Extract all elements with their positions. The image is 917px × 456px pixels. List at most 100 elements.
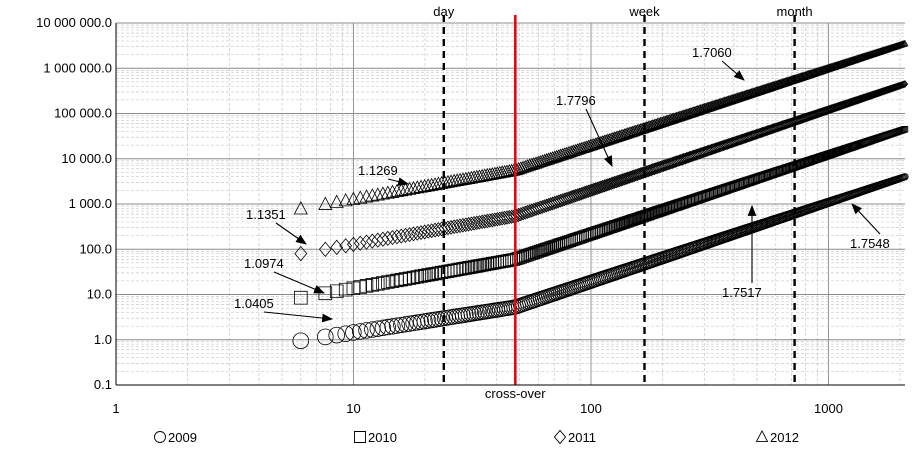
marker-triangle	[576, 141, 590, 154]
annotation-1-0405: 1.0405	[234, 296, 274, 311]
marker-diamond	[582, 184, 595, 198]
marker-triangle	[558, 147, 571, 160]
marker-square	[512, 251, 525, 265]
y-tick-label: 10.0	[87, 287, 112, 302]
marker-triangle	[488, 166, 502, 180]
axes	[115, 23, 905, 386]
marker-square	[653, 205, 665, 217]
marker-triangle	[527, 157, 541, 170]
marker-square	[703, 189, 714, 200]
marker-square	[647, 207, 659, 219]
marker-square	[736, 178, 747, 189]
marker-square	[493, 255, 507, 269]
marker-square	[710, 187, 721, 198]
marker-diamond	[597, 179, 609, 194]
marker-square	[538, 243, 551, 256]
marker-triangle	[901, 39, 909, 47]
marker-square	[525, 247, 538, 260]
marker-square	[715, 185, 726, 196]
marker-diamond	[588, 182, 600, 197]
annotation-arrow	[387, 177, 410, 186]
marker-square	[615, 218, 627, 230]
marker-square	[727, 181, 738, 192]
annotation-1-7517: 1.7517	[722, 285, 762, 300]
marker-triangle	[447, 173, 461, 187]
marker-square	[645, 208, 657, 220]
marker-triangle	[535, 154, 549, 167]
reference-lines: day cross-over week month	[433, 4, 812, 401]
marker-square	[680, 197, 691, 208]
marker-square	[656, 204, 668, 216]
marker-square	[521, 249, 534, 262]
annotation-arrow	[851, 203, 881, 235]
marker-diamond	[627, 169, 638, 183]
marker-diamond	[901, 80, 909, 88]
marker-circle	[384, 318, 401, 335]
x-tick-label: 1000	[814, 401, 843, 416]
marker-square	[450, 263, 464, 277]
marker-diamond	[478, 214, 491, 229]
marker-triangle	[550, 149, 563, 162]
marker-square	[622, 216, 634, 228]
refline-label: cross-over	[485, 386, 546, 401]
annotation-arrow	[275, 222, 307, 245]
marker-square	[707, 188, 718, 199]
marker-diamond	[878, 87, 886, 96]
marker-square	[743, 176, 753, 187]
marker-diamond	[595, 180, 607, 194]
annotations: 1.0405 1.0974 1.1351 1.1269 1.7548 1.7517 1.77…	[234, 45, 890, 323]
marker-triangle	[461, 171, 476, 184]
y-tick-label: 1.0	[94, 332, 112, 347]
marker-triangle	[560, 146, 573, 159]
marker-diamond	[622, 171, 634, 185]
marker-triangle	[390, 183, 404, 198]
marker-diamond	[470, 215, 483, 231]
marker-square	[696, 191, 708, 203]
marker-square	[702, 190, 713, 201]
marker-triangle	[450, 173, 464, 187]
marker-triangle	[359, 189, 374, 203]
marker-triangle	[464, 170, 479, 184]
marker-square	[612, 219, 624, 231]
marker-triangle	[406, 180, 421, 195]
marker-square	[532, 245, 545, 258]
marker-square	[627, 214, 639, 226]
marker-diamond	[861, 93, 869, 102]
marker-diamond	[607, 176, 619, 190]
marker-diamond	[339, 238, 353, 254]
marker-triangle	[563, 145, 577, 158]
marker-square	[620, 216, 632, 228]
legend-marker	[755, 429, 769, 442]
y-tick-label: 10 000 000.0	[36, 15, 112, 30]
series-2009	[292, 173, 909, 350]
marker-square	[617, 217, 629, 230]
legend-label: 2010	[368, 430, 397, 445]
marker-diamond	[875, 88, 883, 97]
marker-square	[722, 183, 733, 194]
marker-square	[495, 255, 509, 268]
annotation-1-1269: 1.1269	[358, 163, 398, 178]
marker-square	[534, 244, 547, 258]
marker-diamond	[575, 186, 587, 201]
marker-triangle	[498, 164, 512, 178]
marker-diamond	[879, 87, 887, 96]
marker-triangle	[478, 168, 492, 181]
marker-diamond	[590, 182, 602, 196]
marker-square	[738, 178, 748, 189]
marker-diamond	[586, 183, 598, 197]
marker-square	[418, 268, 432, 283]
marker-square	[721, 184, 731, 194]
marker-diamond	[873, 89, 881, 98]
marker-square	[628, 213, 640, 226]
annotation-1-1351: 1.1351	[246, 207, 286, 222]
marker-diamond	[365, 233, 379, 249]
marker-square	[728, 181, 739, 192]
marker-triangle	[556, 147, 569, 160]
marker-square	[655, 205, 666, 217]
marker-square	[438, 265, 452, 279]
marker-diamond	[403, 227, 416, 243]
marker-square	[650, 206, 662, 218]
marker-triangle	[538, 153, 551, 166]
marker-diamond	[501, 210, 513, 225]
